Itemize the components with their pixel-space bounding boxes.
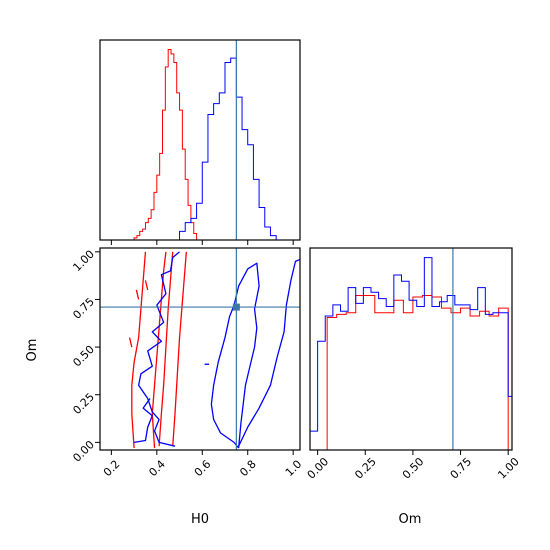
y-axis-label-om: Om [25, 339, 40, 362]
y-tick-label: 0.25 [70, 390, 97, 417]
axes-frame [99, 247, 301, 451]
histogram-step-series_a [317, 294, 509, 450]
x-axis-label-om: Om [399, 512, 422, 527]
x-tick-label: 0.8 [237, 458, 259, 480]
histogram-om-panel: 0.00 0.25 0.50 0.75 1.00 [305, 247, 522, 482]
x-tick-label: 0.4 [146, 458, 168, 480]
plot-area [133, 40, 277, 240]
x-tick-label: 0.75 [448, 455, 475, 482]
x-tick-label: 0.00 [305, 455, 332, 482]
contour-line-series_b [210, 262, 260, 449]
x-tick-label: 1.00 [495, 455, 522, 482]
truth-marker [232, 303, 240, 311]
plot-area [100, 248, 300, 450]
plot-area [310, 248, 512, 450]
contour-line-series_b [133, 398, 153, 444]
contour-line-series_a [131, 251, 147, 449]
axes-frame [99, 39, 301, 241]
contour-h0-om-panel: 0.2 0.4 0.6 0.8 1.0 0.00 0.25 0.50 0.75 1.00 [70, 247, 305, 480]
histogram-step-series_b [179, 57, 277, 240]
y-tick-label: 0.75 [70, 295, 97, 322]
x-tick-label: 0.6 [192, 458, 214, 480]
histogram-step-series_a [133, 49, 198, 240]
contour-line-series_a [172, 251, 188, 447]
y-tick-label: 1.00 [70, 248, 97, 275]
x-tick-label: 0.50 [400, 455, 427, 482]
x-tick-label: 0.2 [101, 458, 123, 480]
contour-line-series_a [151, 251, 167, 449]
histogram-h0-panel [99, 39, 301, 245]
y-tick-label: 0.00 [70, 438, 97, 465]
histogram-step-series_b [310, 257, 512, 450]
y-tick-label: 0.50 [70, 343, 97, 370]
contour-line-series_b [238, 258, 300, 447]
axes-frame [309, 247, 513, 451]
x-axis-label-h0: H0 [191, 512, 209, 527]
contour-line-series_a [158, 251, 174, 447]
x-tick-label: 1.0 [283, 458, 305, 480]
contour-line-series_b [137, 251, 180, 447]
contour-line-series_a [128, 337, 133, 348]
x-tick-label: 0.25 [352, 455, 379, 482]
contour-line-series_a [135, 289, 140, 300]
contour-line-series_a [144, 280, 149, 291]
